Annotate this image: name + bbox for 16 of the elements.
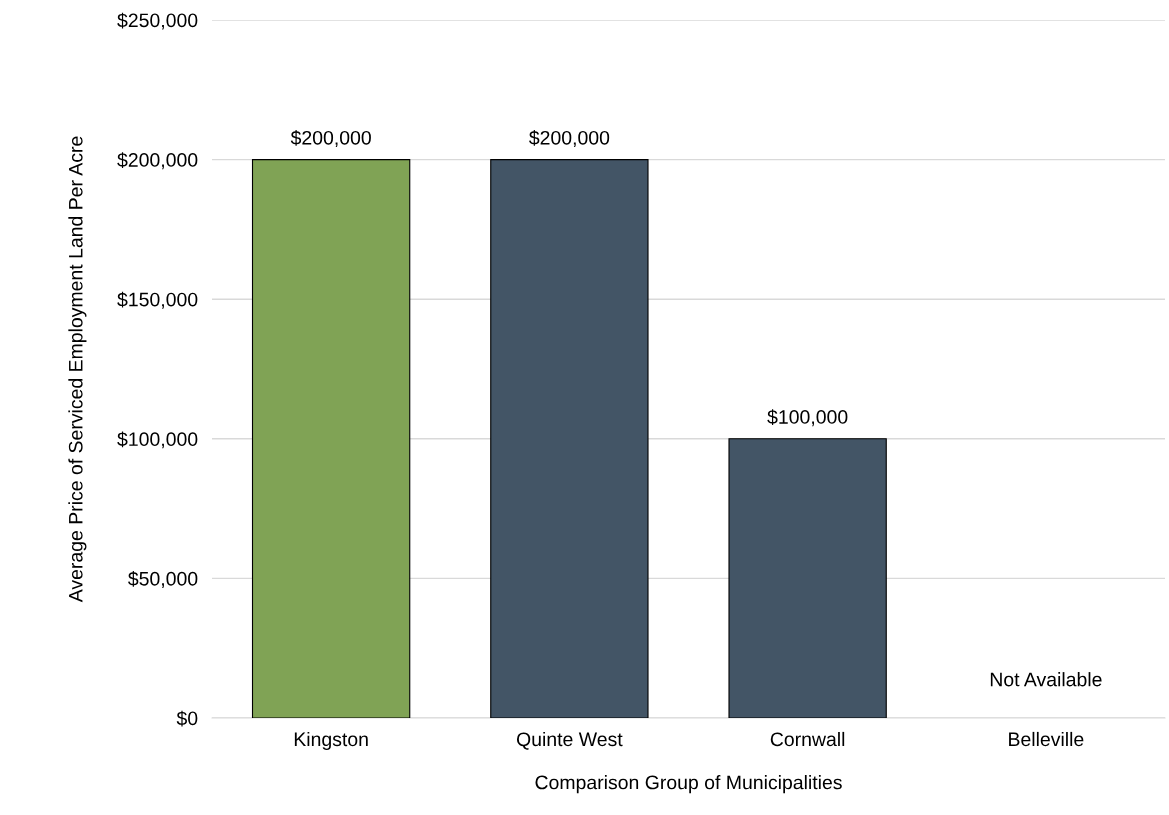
x-tick-label: Cornwall xyxy=(770,731,845,747)
x-tick-label: Kingston xyxy=(294,731,368,751)
data-label: $100,000 xyxy=(767,409,848,427)
y-tick-label: $250,000 xyxy=(117,12,198,30)
y-tick-label: $50,000 xyxy=(128,571,198,588)
x-tick-label: Belleville xyxy=(1009,731,1084,747)
y-axis-title: Average Price of Serviced Employment Land Per Acre xyxy=(68,136,87,603)
x-tick-label: Quinte West xyxy=(516,731,623,750)
data-label: $200,000 xyxy=(290,130,371,147)
y-tick-label: $150,000 xyxy=(117,291,198,309)
text: Not Available xyxy=(990,672,1102,687)
y-tick-label: $0 xyxy=(176,710,198,727)
y-tick-label: $100,000 xyxy=(117,431,198,449)
data-label: $200,000 xyxy=(529,130,610,147)
y-tick-label: $200,000 xyxy=(117,152,198,170)
x-axis-title: Comparison Group of Municipalities xyxy=(535,775,842,794)
